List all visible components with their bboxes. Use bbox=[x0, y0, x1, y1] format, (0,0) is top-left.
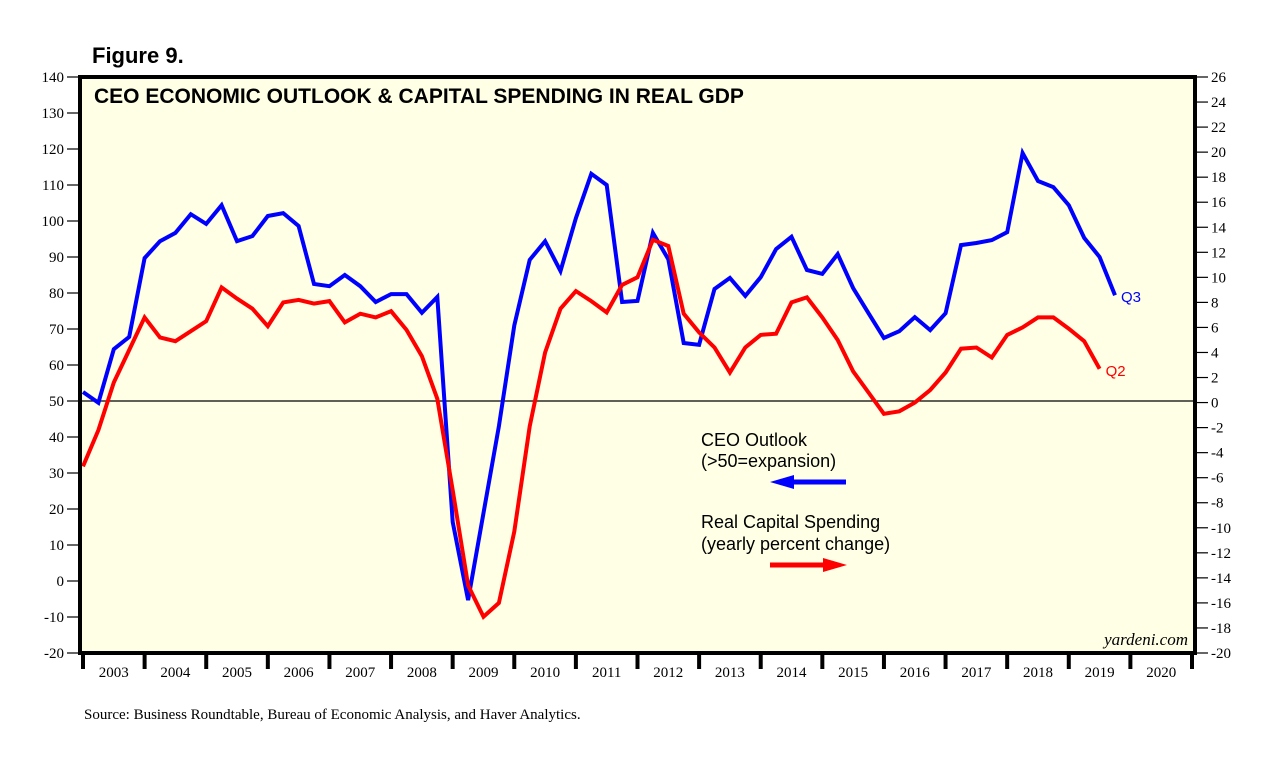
right-axis-tick-label: 6 bbox=[1211, 320, 1219, 336]
left-axis-tick-label: 40 bbox=[49, 430, 64, 446]
right-axis-tick-label: 4 bbox=[1211, 345, 1219, 361]
x-axis-tick-label: 2007 bbox=[345, 665, 376, 681]
chart-title: CEO ECONOMIC OUTLOOK & CAPITAL SPENDING … bbox=[94, 85, 744, 108]
right-axis-tick-label: 8 bbox=[1211, 295, 1219, 311]
left-axis-tick-label: 90 bbox=[49, 250, 64, 266]
left-axis-tick-label: 80 bbox=[49, 286, 64, 302]
series-layer bbox=[81, 147, 1117, 620]
right-axis-tick-label: 14 bbox=[1211, 220, 1227, 236]
legend: CEO Outlook (>50=expansion) Real Capital… bbox=[701, 430, 890, 572]
left-axis-tick-label: 110 bbox=[42, 178, 64, 194]
left-axis-tick-label: 30 bbox=[49, 466, 64, 482]
right-axis-tick-label: -20 bbox=[1211, 646, 1231, 662]
x-axis-tick-label: 2006 bbox=[284, 665, 315, 681]
legend-capex-arrow-right-icon bbox=[770, 558, 847, 572]
left-axis-tick-label: 140 bbox=[42, 70, 65, 86]
source-note: Source: Business Roundtable, Bureau of E… bbox=[84, 707, 581, 723]
x-axis-tick-label: 2003 bbox=[99, 665, 129, 681]
legend-capex-line1: Real Capital Spending bbox=[701, 512, 880, 532]
x-axis-tick-label: 2009 bbox=[468, 665, 498, 681]
right-axis-tick-label: 10 bbox=[1211, 270, 1226, 286]
left-axis-tick-label: 0 bbox=[57, 574, 65, 590]
x-axis-tick-label: 2013 bbox=[715, 665, 745, 681]
plot-area bbox=[80, 77, 1195, 653]
left-axis-tick-label: 50 bbox=[49, 394, 64, 410]
series-end-label-ceo: Q3 bbox=[1121, 289, 1141, 306]
right-axis-tick-label: 0 bbox=[1211, 396, 1219, 412]
figure-label: Figure 9. bbox=[92, 43, 184, 68]
plot-border bbox=[78, 75, 1197, 655]
x-axis: 2003 2004 2005 2006 2007 2008 2009 2010 2011 2012… bbox=[81, 653, 1194, 681]
right-axis-tick-label: 12 bbox=[1211, 245, 1226, 261]
x-axis-tick-label: 2008 bbox=[407, 665, 437, 681]
right-axis-tick-label: -16 bbox=[1211, 596, 1231, 612]
x-axis-tick-label: 2016 bbox=[900, 665, 931, 681]
right-axis: 26242220181614121086420-2-4-6-8-10-12-14… bbox=[1195, 70, 1231, 662]
legend-ceo-arrow-left-icon bbox=[770, 475, 846, 489]
left-axis-tick-label: 130 bbox=[42, 106, 65, 122]
credit-label: yardeni.com bbox=[1102, 630, 1188, 649]
series-line-ceo-outlook bbox=[81, 147, 1117, 601]
right-axis-tick-label: 18 bbox=[1211, 170, 1226, 186]
left-axis-tick-label: 60 bbox=[49, 358, 64, 374]
right-axis-tick-label: 16 bbox=[1211, 195, 1227, 211]
right-axis-tick-label: -6 bbox=[1211, 471, 1224, 487]
right-axis-tick-label: -10 bbox=[1211, 521, 1231, 537]
right-axis-tick-label: 26 bbox=[1211, 70, 1227, 86]
x-axis-tick-label: 2004 bbox=[160, 665, 191, 681]
x-axis-tick-label: 2010 bbox=[530, 665, 560, 681]
left-axis-tick-label: 10 bbox=[49, 538, 64, 554]
x-axis-tick-label: 2005 bbox=[222, 665, 252, 681]
x-axis-tick-label: 2014 bbox=[777, 665, 808, 681]
left-axis-tick-label: 70 bbox=[49, 322, 64, 338]
left-axis-tick-label: 120 bbox=[42, 142, 65, 158]
x-axis-tick-label: 2015 bbox=[838, 665, 868, 681]
x-axis-tick-label: 2020 bbox=[1146, 665, 1176, 681]
x-axis-tick-label: 2019 bbox=[1085, 665, 1115, 681]
right-axis-tick-label: -18 bbox=[1211, 621, 1231, 637]
left-axis-tick-label: -10 bbox=[44, 610, 64, 626]
x-axis-tick-label: 2017 bbox=[961, 665, 992, 681]
right-axis-tick-label: 22 bbox=[1211, 120, 1226, 136]
legend-ceo-line2: (>50=expansion) bbox=[701, 451, 836, 471]
right-axis-tick-label: -2 bbox=[1211, 421, 1224, 437]
right-axis-tick-label: 24 bbox=[1211, 95, 1227, 111]
right-axis-tick-label: -8 bbox=[1211, 496, 1224, 512]
x-axis-tick-label: 2011 bbox=[592, 665, 621, 681]
x-axis-tick-label: 2012 bbox=[653, 665, 683, 681]
right-axis-tick-label: -4 bbox=[1211, 446, 1224, 462]
right-axis-tick-label: -14 bbox=[1211, 571, 1231, 587]
x-axis-tick-label: 2018 bbox=[1023, 665, 1053, 681]
legend-capex-line2: (yearly percent change) bbox=[701, 534, 890, 554]
left-axis-tick-label: -20 bbox=[44, 646, 64, 662]
right-axis-tick-label: 20 bbox=[1211, 145, 1226, 161]
left-axis-tick-label: 100 bbox=[42, 214, 65, 230]
right-axis-tick-label: 2 bbox=[1211, 371, 1219, 387]
legend-ceo-line1: CEO Outlook bbox=[701, 430, 808, 450]
left-axis-tick-label: 20 bbox=[49, 502, 64, 518]
right-axis-tick-label: -12 bbox=[1211, 546, 1231, 562]
series-line-capital-spending bbox=[81, 237, 1102, 620]
series-end-label-capex: Q2 bbox=[1106, 363, 1126, 380]
